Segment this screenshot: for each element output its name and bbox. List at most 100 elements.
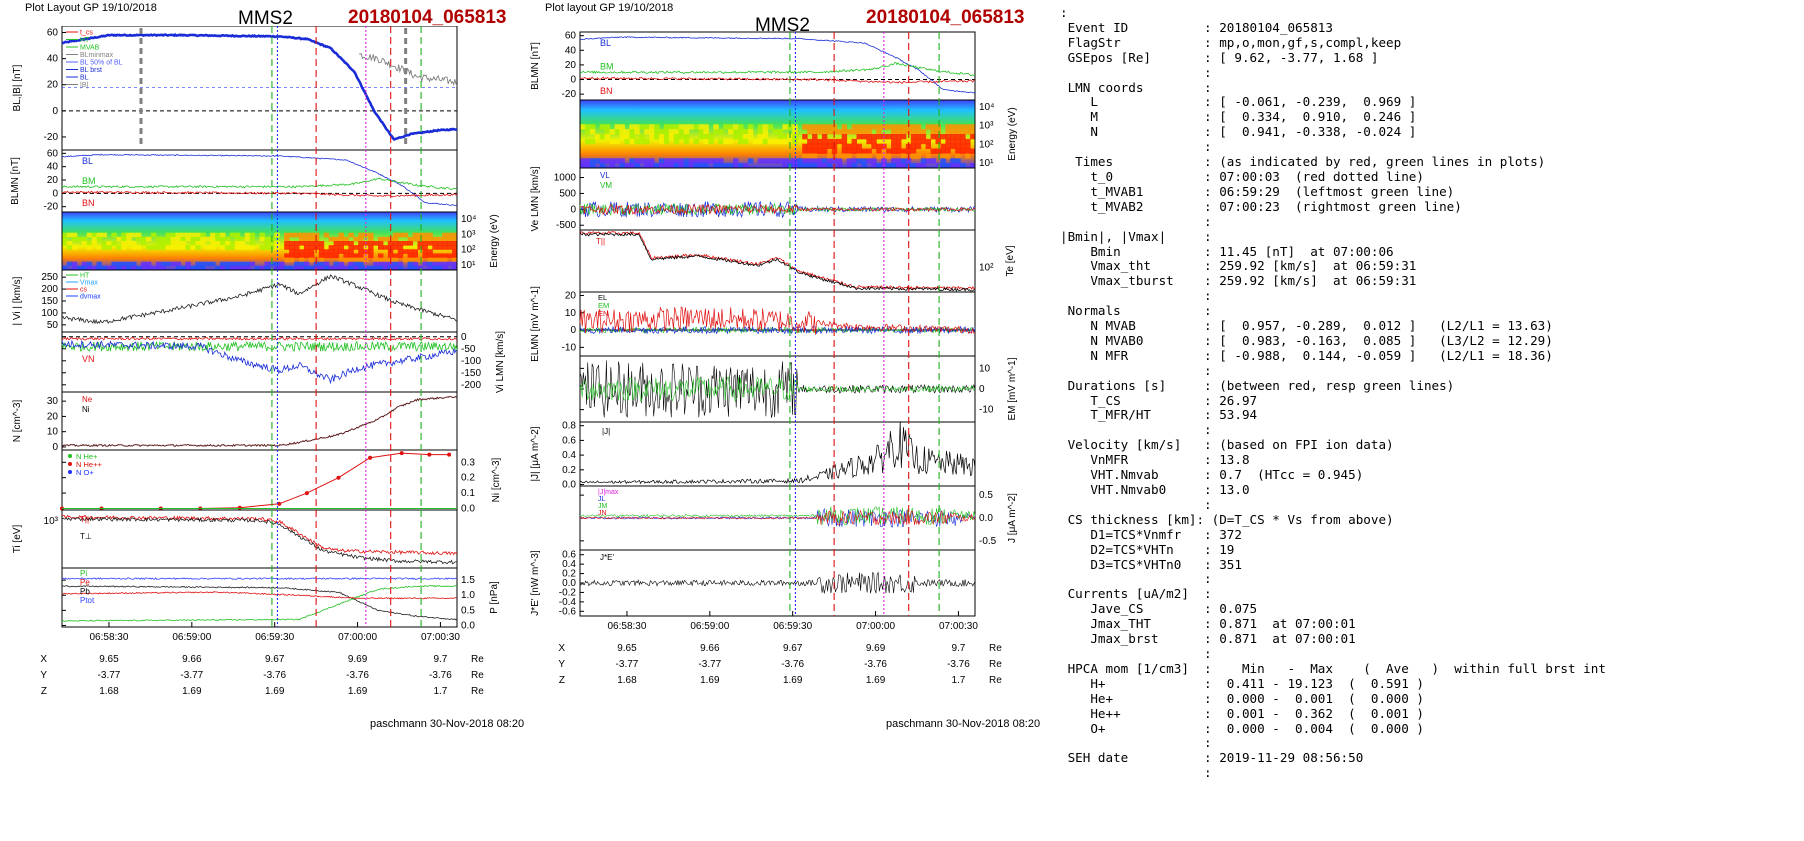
spectrogram-cell — [856, 153, 862, 159]
spectrogram-cell — [609, 138, 616, 145]
spectrogram-cell — [294, 249, 300, 254]
x-tick-label: 06:58:30 — [89, 632, 128, 643]
spectrogram-cell — [659, 158, 665, 164]
spectrogram-cell — [634, 138, 640, 145]
spectrogram-cell — [328, 253, 335, 259]
spectrogram-cell — [437, 261, 443, 267]
spectrogram-cell — [150, 265, 157, 271]
spectrogram-cell — [826, 143, 833, 150]
spectrogram-cell — [910, 124, 917, 130]
spectrogram-cell — [427, 249, 433, 254]
spectrogram-cell — [392, 241, 399, 246]
spectrogram-cell — [812, 163, 818, 169]
spectrogram-cell — [846, 163, 853, 169]
spectrogram-cell — [333, 261, 339, 267]
spectrogram-cell — [703, 163, 709, 169]
spectrogram-cell — [807, 153, 813, 159]
legend-label: Ptot — [80, 596, 95, 605]
spectrogram-cell — [279, 265, 285, 271]
spectrogram-cell — [836, 129, 843, 135]
spectrogram-cell — [220, 236, 226, 242]
spectrogram-cell — [294, 245, 300, 250]
spectrogram-cell — [782, 124, 788, 130]
spectrogram-cell — [264, 236, 270, 242]
y-tick-label: 0.2 — [461, 473, 475, 484]
spectrogram-cell — [96, 236, 102, 242]
spectrogram-cell — [358, 265, 364, 271]
spectrogram-cell — [950, 129, 956, 135]
panel-blmn: 60 40 20 0 -20 BL BM BN BLMN [nT] — [10, 148, 458, 213]
spectrogram-cell — [378, 241, 384, 246]
spectrogram-cell — [836, 163, 843, 169]
spectrogram-cell — [303, 241, 310, 246]
spectrogram-cell — [738, 163, 744, 169]
spectrogram-cell — [432, 241, 438, 246]
spectrogram-cell — [757, 124, 764, 130]
spectrogram-cell — [728, 163, 734, 169]
spectrogram-cell — [826, 153, 833, 159]
summary-line: : — [1060, 735, 1212, 751]
spectrogram-cell — [160, 261, 167, 267]
y-tick-label: 20 — [565, 60, 577, 71]
spectrogram-cell — [234, 236, 241, 242]
spectrogram-cell — [447, 245, 453, 250]
spectrogram-cell — [663, 129, 670, 135]
spectrogram-cell — [644, 129, 650, 135]
spectrogram-cell — [965, 124, 971, 130]
middle-footer: paschmann 30-Nov-2018 08:20 — [886, 718, 1041, 730]
summary-line: Jmax_brst : 0.871 at 07:00:01 — [1060, 631, 1356, 647]
spectrogram-cell — [940, 143, 946, 150]
spectrogram-cell — [155, 241, 162, 246]
spectrogram-cell — [422, 245, 428, 250]
panel-frame — [579, 229, 976, 293]
spectrogram-cell — [841, 124, 848, 130]
spectrogram-cell — [121, 265, 127, 271]
spectrogram-cell — [910, 129, 917, 135]
spectrogram-cell — [821, 158, 828, 164]
spectrogram-cell — [284, 245, 290, 250]
panel-frame — [61, 149, 458, 213]
spectrogram-cell — [338, 249, 344, 254]
left-layout-label: Plot Layout GP 19/10/2018 — [25, 2, 157, 14]
summary-line: : — [1060, 139, 1212, 155]
y-tick-label: -50 — [461, 344, 476, 355]
coord-axis-label: X — [558, 643, 565, 654]
spectrogram-cell — [876, 129, 882, 135]
spectrogram-cell — [910, 163, 917, 169]
spectrogram-cell — [663, 158, 670, 164]
legend-swatch — [68, 470, 72, 474]
spectrogram-cell — [338, 265, 344, 271]
spectrogram-cell — [599, 158, 606, 164]
spectrogram-cell — [792, 124, 798, 130]
summary-line: M : [ 0.334, 0.910, 0.246 ] — [1060, 109, 1417, 125]
summary-line: VHT.Nmvab : 0.7 (HTcc = 0.945) — [1060, 467, 1364, 483]
spectrogram-cell — [91, 265, 98, 271]
summary-line: Normals : — [1060, 303, 1212, 319]
spectrogram-cell — [259, 232, 265, 238]
spectrogram-cell — [254, 265, 260, 271]
y-axis-label: P [nPa] — [489, 581, 500, 614]
spectrogram-cell — [289, 241, 295, 246]
he2-point — [237, 505, 242, 510]
spectrogram-cell — [693, 163, 699, 169]
summary-line: t_MVAB2 : 07:00:23 (rightmost green line… — [1060, 198, 1462, 214]
panel-frame — [579, 167, 976, 231]
spectrogram-cell — [802, 163, 808, 169]
middle-spacecraft-title: MMS2 — [755, 15, 810, 36]
spectrogram-cell — [945, 129, 951, 135]
spectrogram-cell — [945, 138, 951, 145]
legend-label: Pb — [80, 587, 90, 596]
spectrogram-cell — [945, 134, 951, 140]
spectrogram-cell — [392, 236, 399, 242]
legend-label: |B| — [80, 82, 88, 89]
coord-value: -3.76 — [346, 670, 369, 681]
spectrogram-cell — [688, 158, 695, 164]
middle-stack-plot: 60 40 20 0 -20 BL BM BN BLMN [nT] 10⁴ 10³ 10² 10¹ Ene… — [530, 31, 1018, 686]
legend-label: BL — [82, 156, 93, 166]
coord-axis-label: Z — [559, 675, 565, 686]
spectrogram-cell — [678, 124, 685, 130]
spectrogram-cell — [604, 158, 611, 164]
spectrogram-cell — [930, 124, 936, 130]
spectrogram-cell — [812, 143, 818, 150]
spectrogram-cell — [930, 158, 936, 164]
